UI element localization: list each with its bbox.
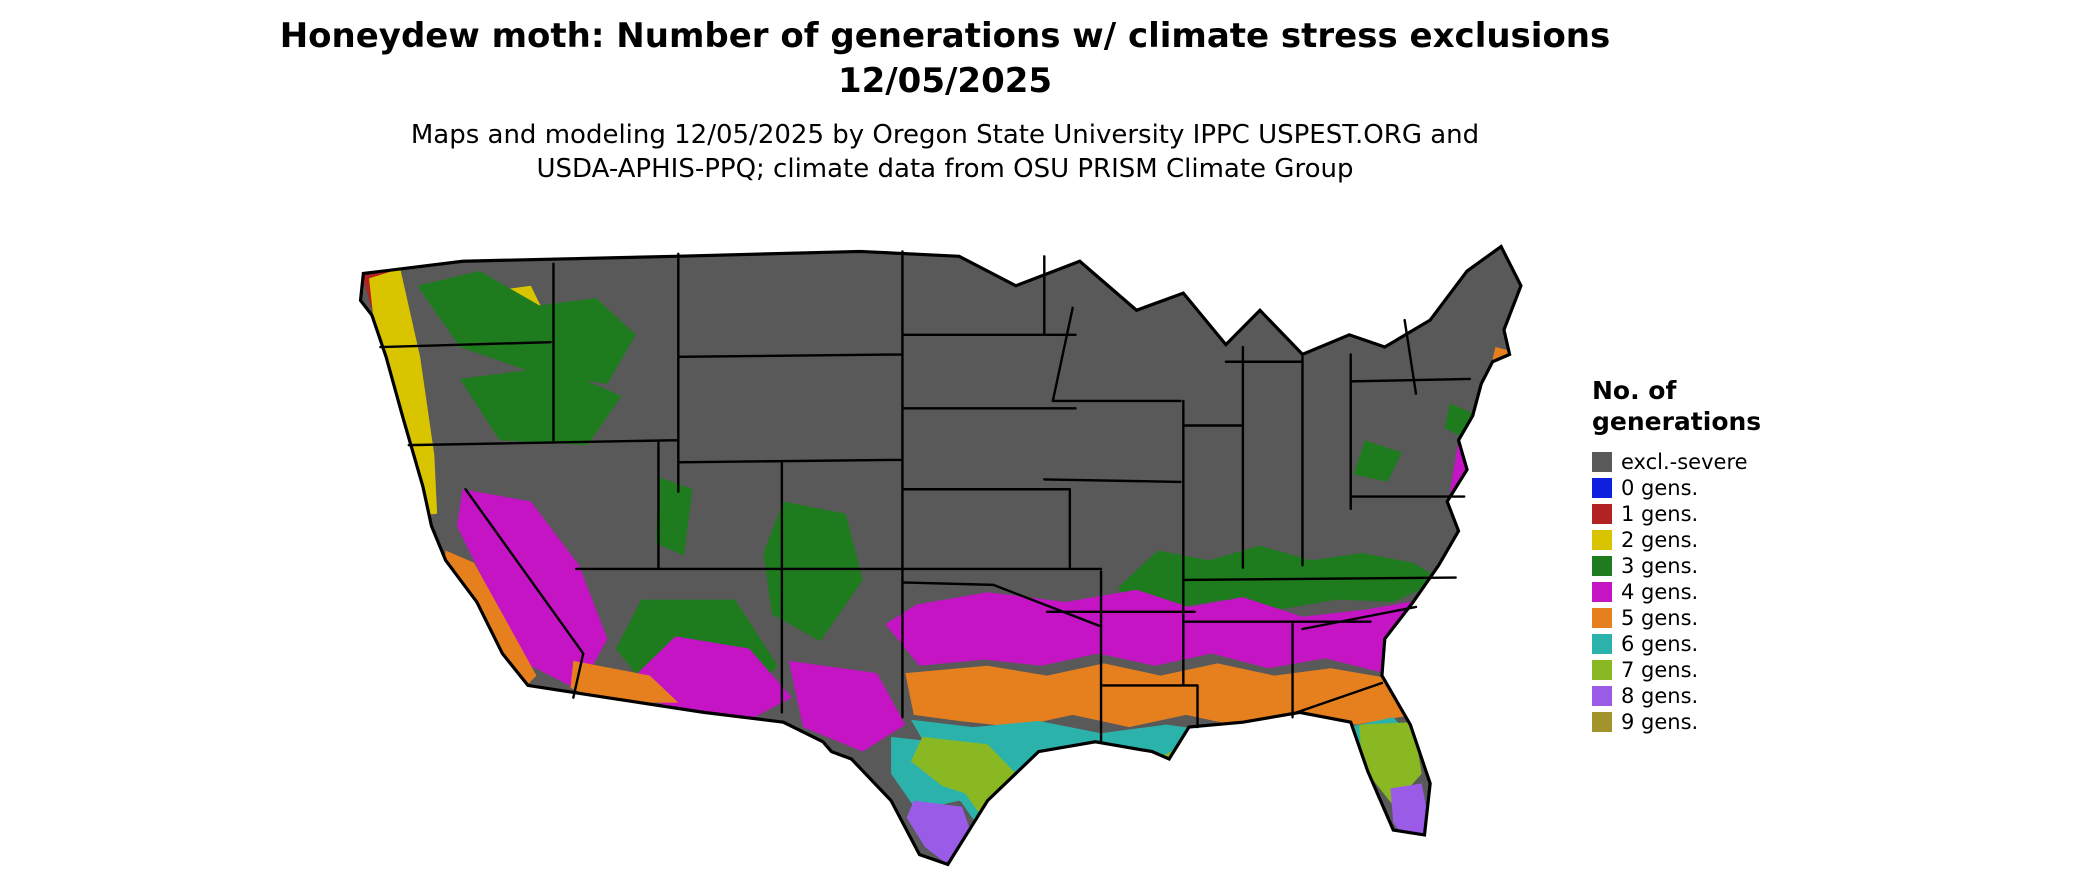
legend-label-9-gens: 9 gens. [1621, 710, 1699, 734]
map-subtitle: Maps and modeling 12/05/2025 by Oregon S… [0, 118, 1890, 187]
legend: No. of generations excl.-severe 0 gens. … [1592, 376, 1852, 735]
map-title: Honeydew moth: Number of generations w/ … [0, 14, 1890, 104]
region-orange-band-5gens [905, 663, 1459, 728]
region-sw-az-5gens [570, 660, 679, 703]
region-fl-keys-9gens [1398, 852, 1422, 864]
region-west-tx-4gens [788, 660, 906, 752]
region-pa-3gens [1353, 440, 1402, 482]
legend-label-5-gens: 5 gens. [1621, 606, 1699, 630]
map-area [335, 222, 1555, 884]
legend-item-7-gens: 7 gens. [1592, 657, 1852, 683]
region-oregon-idaho-3gens [459, 366, 622, 446]
legend-swatch-0-gens [1592, 478, 1612, 498]
legend-swatch-7-gens [1592, 660, 1612, 680]
region-rockies-3gens [763, 501, 863, 642]
legend-swatch-2-gens [1592, 530, 1612, 550]
legend-label-2-gens: 2 gens. [1621, 528, 1699, 552]
subtitle-line-2: USDA-APHIS-PPQ; climate data from OSU PR… [536, 154, 1354, 185]
us-map [335, 222, 1555, 884]
title-line-1: Honeydew moth: Number of generations w/ … [279, 16, 1611, 56]
legend-item-6-gens: 6 gens. [1592, 631, 1852, 657]
legend-label-1-gens: 1 gens. [1621, 502, 1699, 526]
legend-item-4-gens: 4 gens. [1592, 579, 1852, 605]
legend-label-4-gens: 4 gens. [1621, 580, 1699, 604]
legend-item-1-gens: 1 gens. [1592, 501, 1852, 527]
legend-items: excl.-severe 0 gens. 1 gens. 2 gens. 3 g… [1592, 449, 1852, 735]
legend-swatch-excl-severe [1592, 452, 1612, 472]
legend-swatch-3-gens [1592, 556, 1612, 576]
legend-swatch-9-gens [1592, 712, 1612, 732]
legend-label-excl-severe: excl.-severe [1621, 450, 1748, 474]
region-central-tx-7gens [910, 736, 1016, 801]
region-midwest-green-3gens [1118, 545, 1442, 610]
legend-label-6-gens: 6 gens. [1621, 632, 1699, 656]
region-utah-3gens [655, 476, 693, 556]
legend-label-8-gens: 8 gens. [1621, 684, 1699, 708]
legend-swatch-6-gens [1592, 634, 1612, 654]
region-central-fl-7gens [1359, 722, 1422, 806]
legend-title: No. of generations [1592, 376, 1852, 437]
legend-label-7-gens: 7 gens. [1621, 658, 1699, 682]
region-central-band-4gens [885, 589, 1465, 674]
region-nevada-ca-4gens [457, 489, 608, 691]
legend-swatch-8-gens [1592, 686, 1612, 706]
region-pacific-coast-2gens [369, 268, 438, 517]
legend-item-excl-severe: excl.-severe [1592, 449, 1852, 475]
us-outline [361, 247, 1521, 865]
legend-item-5-gens: 5 gens. [1592, 605, 1852, 631]
legend-label-3-gens: 3 gens. [1621, 554, 1699, 578]
title-line-2: 12/05/2025 [837, 60, 1053, 101]
legend-item-2-gens: 2 gens. [1592, 527, 1852, 553]
subtitle-line-1: Maps and modeling 12/05/2025 by Oregon S… [410, 120, 1480, 150]
legend-item-0-gens: 0 gens. [1592, 475, 1852, 501]
legend-label-0-gens: 0 gens. [1621, 476, 1699, 500]
legend-swatch-1-gens [1592, 504, 1612, 524]
legend-item-3-gens: 3 gens. [1592, 553, 1852, 579]
legend-title-line-1: No. of [1592, 376, 1677, 405]
legend-item-8-gens: 8 gens. [1592, 683, 1852, 709]
region-cascades-3gens [417, 271, 636, 384]
legend-swatch-4-gens [1592, 582, 1612, 602]
legend-swatch-5-gens [1592, 608, 1612, 628]
state-borders [380, 251, 1469, 741]
legend-title-line-2: generations [1592, 406, 1762, 436]
legend-item-9-gens: 9 gens. [1592, 709, 1852, 735]
